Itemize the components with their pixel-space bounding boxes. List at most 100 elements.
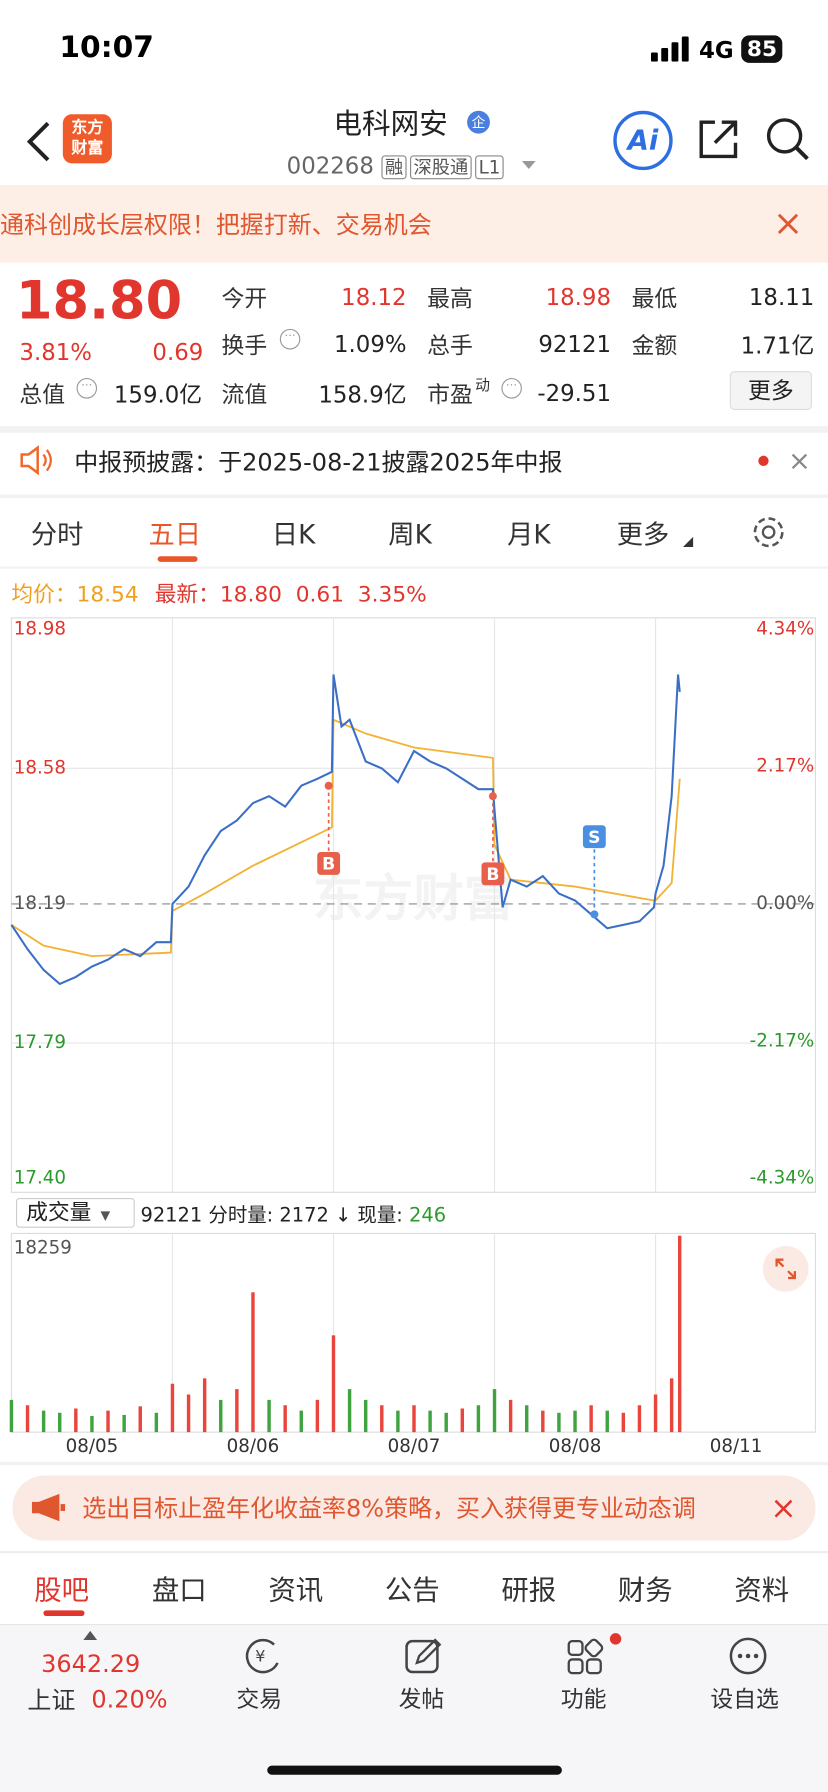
index-name: 上证	[27, 1686, 76, 1715]
field-value: 92121	[538, 330, 612, 358]
y-tick-label: 17.40	[14, 1168, 66, 1189]
volume-bar	[25, 1405, 30, 1433]
avg-value: 18.54	[76, 581, 139, 608]
tab[interactable]: 更多	[616, 520, 670, 551]
y2-tick-label: 0.00%	[756, 893, 814, 914]
nav-item[interactable]: 功能	[560, 1685, 607, 1713]
notice-text[interactable]: 中报预披露：于2025-08-21披露2025年中报	[74, 448, 563, 477]
app-logo[interactable]: 东方 财富	[62, 114, 112, 164]
close-button[interactable]	[790, 452, 808, 470]
dropdown	[682, 536, 694, 548]
tab[interactable]: 月K	[507, 520, 551, 551]
tab[interactable]: 盘口	[151, 1574, 207, 1607]
y-tick-label: 17.79	[14, 1032, 66, 1053]
expand-button[interactable]	[762, 1245, 809, 1292]
tab[interactable]: 公告	[384, 1574, 440, 1607]
volume-bar	[541, 1410, 545, 1433]
volume-bar	[186, 1394, 191, 1433]
field-value: 159.0亿	[113, 380, 203, 409]
volume-bar	[202, 1378, 207, 1433]
tab[interactable]: 分时	[30, 520, 84, 551]
marker-label: B	[322, 855, 335, 875]
volume-bar	[669, 1378, 674, 1433]
last-label: 最新：	[154, 581, 220, 608]
badge: 企	[467, 110, 490, 134]
nav-item[interactable]: 交易	[236, 1685, 283, 1713]
share-button[interactable]	[697, 118, 740, 161]
last-change: 0.61	[295, 581, 345, 608]
volume-bar	[74, 1408, 78, 1433]
chart: 东方财富 17.40 17.79 18.19 18.58 18.98 -4.34% -2.17…	[9, 617, 817, 1457]
battery: 85	[741, 35, 783, 63]
separator	[0, 494, 828, 498]
close-button[interactable]	[773, 1498, 794, 1519]
tab-active[interactable]: 股吧	[34, 1574, 90, 1607]
y2-tick-label: -2.17%	[750, 1030, 815, 1051]
volume-bar	[508, 1399, 513, 1433]
volume-bar	[677, 1235, 682, 1433]
dropdown[interactable]	[521, 159, 537, 170]
trade-icon: ¥	[245, 1638, 279, 1674]
tab[interactable]: 周K	[388, 520, 432, 551]
volume-bar	[396, 1410, 400, 1433]
back-button[interactable]	[23, 119, 57, 165]
ad-clip: 选出目标止盈年化收益率8%策略，买入获得更专业动态调	[82, 1492, 758, 1526]
tab[interactable]: 资讯	[268, 1574, 324, 1607]
logo-text: 东方	[71, 118, 104, 138]
megaphone-icon	[31, 1493, 66, 1522]
tags: 融深股通 L1	[381, 152, 507, 180]
volume-bar	[412, 1405, 416, 1433]
tab[interactable]: 财务	[617, 1574, 673, 1607]
field-label: 今开	[221, 284, 268, 313]
marker-label: B	[486, 865, 499, 885]
volume-bar	[122, 1414, 126, 1433]
y2-tick-label: 4.34%	[756, 618, 814, 639]
field-value: 1.09%	[334, 330, 407, 358]
info-icon[interactable]: ⋯	[76, 378, 98, 399]
ad-banner[interactable]	[12, 1475, 816, 1541]
speaker-icon	[20, 445, 52, 476]
marker-box	[481, 862, 505, 886]
close-button[interactable]	[777, 212, 800, 235]
separator	[0, 1461, 828, 1466]
volume-bar	[219, 1399, 223, 1433]
logo-text: 财富	[71, 139, 104, 158]
volume-bar	[557, 1412, 561, 1433]
field-label: 总手	[427, 331, 473, 360]
volume-bar	[235, 1389, 239, 1433]
field-value: 18.98	[545, 283, 612, 311]
more-button[interactable]: 更多	[729, 371, 813, 411]
nav-item[interactable]: 设自选	[710, 1685, 779, 1713]
volume-bar	[573, 1410, 577, 1433]
ad-text: 选出目标止盈年化收益率8%策略，买入获得更专业动态调	[82, 1494, 696, 1523]
avg-label: 均价：	[11, 581, 77, 608]
search-button[interactable]	[765, 116, 811, 162]
settings-button[interactable]	[750, 514, 787, 551]
volume-select[interactable]: 成交量 ▼	[15, 1198, 135, 1228]
price-line	[10, 674, 681, 986]
x-tick-label: 08/06	[227, 1436, 280, 1457]
price: 18.80	[15, 269, 183, 332]
index-value[interactable]: 3642.29	[41, 1650, 141, 1678]
tab-active[interactable]: 五日	[148, 520, 202, 551]
ai-button[interactable]: Ai	[613, 110, 673, 171]
index-change: 0.20%	[91, 1685, 168, 1714]
tab[interactable]: 资料	[734, 1574, 790, 1607]
volume-bar	[315, 1399, 320, 1433]
volume-bar	[525, 1405, 529, 1433]
chart-info: 均价：18.54 最新：18.80 0.61 3.35%	[11, 577, 426, 608]
volume-tick-label: 分时量:	[208, 1204, 274, 1228]
tab[interactable]: 研报	[501, 1574, 557, 1607]
info-icon[interactable]: ⋯	[501, 378, 522, 399]
info-icon[interactable]: ⋯	[279, 328, 301, 350]
volume-bar	[170, 1383, 175, 1433]
volume-bar	[428, 1410, 432, 1433]
nav-item[interactable]: 发帖	[398, 1685, 445, 1713]
volume-bar	[9, 1399, 14, 1433]
volume-now-label: 现量:	[357, 1204, 403, 1228]
volume-bar	[637, 1405, 642, 1433]
volume-bar	[460, 1408, 465, 1433]
tab[interactable]: 日K	[271, 520, 316, 551]
volume-bar	[58, 1412, 62, 1433]
banner[interactable]	[0, 185, 828, 263]
